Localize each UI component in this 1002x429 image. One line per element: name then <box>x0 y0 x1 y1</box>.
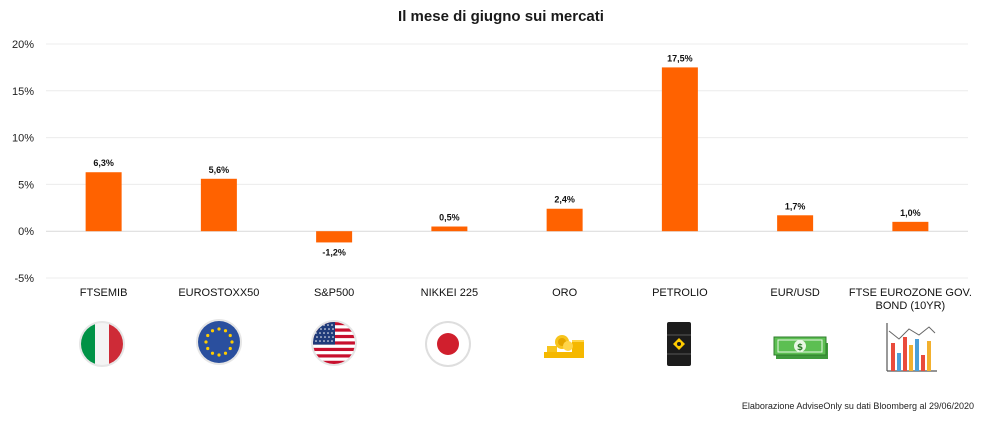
bar <box>85 172 122 232</box>
category-label: ORO <box>552 287 578 299</box>
category-label: FTSE EUROZONE GOV. <box>849 287 972 299</box>
category-label: EUROSTOXX50 <box>178 287 259 299</box>
category-label: BOND (10YR) <box>876 300 946 312</box>
data-label: 0,5% <box>439 213 460 223</box>
y-axis-ticks: -5% 0% 5% 10% 15% 20% <box>12 39 34 285</box>
data-label: 2,4% <box>554 195 575 205</box>
y-tick-label: 20% <box>12 39 34 51</box>
japan-flag-icon <box>425 321 471 367</box>
bar <box>200 178 237 232</box>
grid-layer <box>46 43 968 279</box>
bar <box>777 215 814 232</box>
category-label: EUR/USD <box>770 287 820 299</box>
bar <box>661 67 698 232</box>
usa-flag-icon <box>311 320 357 366</box>
dollar-banknotes-icon: $ <box>773 336 828 359</box>
data-label: 17,5% <box>667 53 693 63</box>
bar <box>546 208 583 232</box>
bars <box>85 67 929 243</box>
data-label: 1,0% <box>900 208 921 218</box>
category-label: FTSEMIB <box>80 287 128 299</box>
svg-text:$: $ <box>797 343 803 353</box>
data-label: 5,6% <box>209 165 230 175</box>
chart-title: Il mese di giugno sui mercati <box>398 8 604 25</box>
category-labels: FTSEMIB EUROSTOXX50 S&P500 NIKKEI 225 ORO PET… <box>80 287 972 312</box>
category-label: NIKKEI 225 <box>421 287 478 299</box>
oil-barrel-icon <box>667 322 691 366</box>
bond-bar-chart-icon <box>886 323 937 372</box>
source-note: Elaborazione AdviseOnly su dati Bloomber… <box>741 401 974 411</box>
data-labels: 6,3% 5,6% -1,2% 0,5% 2,4% 17,5% 1,7% 1,0% <box>93 53 920 257</box>
y-tick-label: 5% <box>18 179 34 191</box>
eu-flag-icon <box>196 319 242 365</box>
data-label: 6,3% <box>93 158 114 168</box>
italy-flag-icon <box>79 321 125 367</box>
y-tick-label: 15% <box>12 86 34 98</box>
y-tick-label: 10% <box>12 133 34 145</box>
bar <box>316 231 353 243</box>
y-tick-label: 0% <box>18 226 34 238</box>
category-label: PETROLIO <box>652 287 708 299</box>
bar <box>431 226 468 232</box>
data-label: -1,2% <box>322 247 346 257</box>
y-tick-label: -5% <box>14 273 34 285</box>
category-label: S&P500 <box>314 287 354 299</box>
data-label: 1,7% <box>785 201 806 211</box>
bar <box>892 221 929 232</box>
gold-coins-icon <box>544 335 584 358</box>
